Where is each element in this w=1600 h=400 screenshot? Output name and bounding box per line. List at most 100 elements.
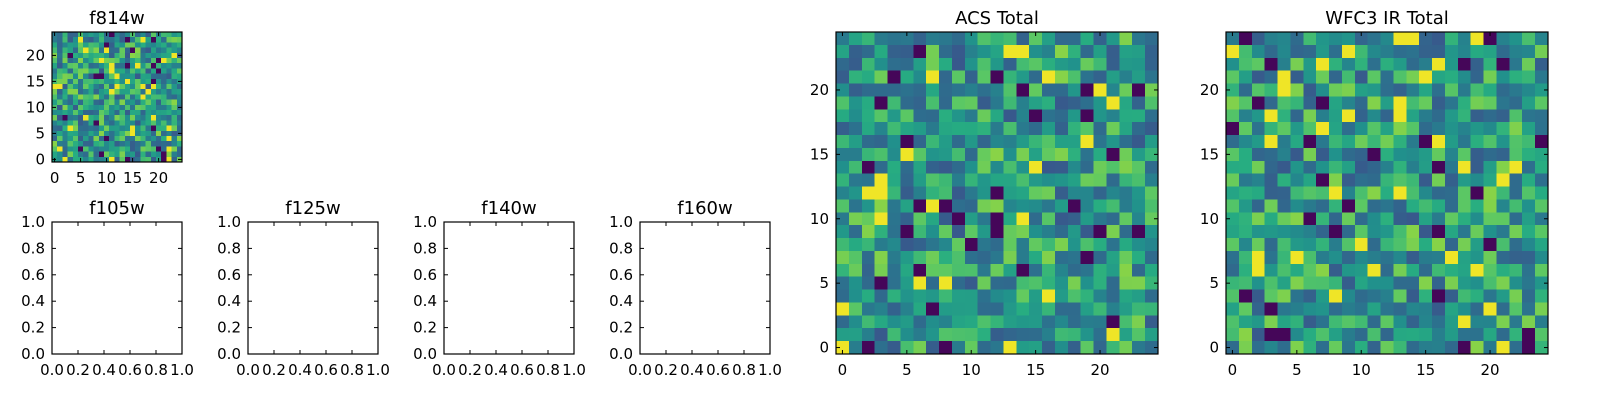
heatmap-cell bbox=[135, 110, 141, 116]
heatmap-cell bbox=[900, 44, 914, 59]
heatmap-cell bbox=[72, 42, 79, 49]
heatmap-cell bbox=[1080, 173, 1095, 188]
heatmap-cell bbox=[874, 122, 889, 136]
heatmap-cell bbox=[887, 238, 901, 252]
heatmap-cell bbox=[98, 42, 105, 49]
heatmap-cell bbox=[124, 78, 131, 85]
heatmap-cell bbox=[109, 73, 115, 80]
heatmap-cell bbox=[951, 96, 966, 110]
heatmap-cell bbox=[1080, 328, 1095, 342]
heatmap-cell bbox=[874, 147, 889, 162]
heatmap-cell bbox=[135, 32, 141, 38]
heatmap-cell bbox=[1042, 122, 1056, 136]
heatmap-cell bbox=[900, 328, 914, 342]
heatmap-cell bbox=[990, 250, 1005, 265]
heatmap-cell bbox=[1277, 199, 1291, 213]
heatmap-cell bbox=[1080, 315, 1095, 329]
heatmap-cell bbox=[1329, 276, 1343, 291]
heatmap-cell bbox=[1042, 328, 1056, 342]
heatmap-cell bbox=[1329, 328, 1343, 342]
heatmap-cell bbox=[951, 289, 966, 304]
heatmap-cell bbox=[1016, 276, 1030, 291]
heatmap-cell bbox=[130, 47, 136, 54]
x-tick-label: 1.0 bbox=[366, 361, 390, 379]
heatmap-cell bbox=[83, 37, 89, 43]
heatmap-cell bbox=[1509, 212, 1523, 226]
heatmap-cell bbox=[1132, 173, 1146, 188]
heatmap-cell bbox=[913, 289, 927, 304]
heatmap-cell bbox=[1393, 212, 1407, 226]
heatmap-cell bbox=[88, 68, 95, 75]
heatmap-cell bbox=[887, 225, 901, 239]
heatmap-cell bbox=[1457, 160, 1472, 175]
heatmap-cell bbox=[1042, 32, 1056, 46]
heatmap-cell bbox=[67, 68, 74, 75]
heatmap-cell bbox=[964, 238, 979, 252]
heatmap-cell bbox=[161, 68, 167, 75]
heatmap-cell bbox=[1264, 238, 1279, 252]
heatmap-cell bbox=[1238, 173, 1253, 188]
heatmap-cell bbox=[161, 110, 167, 116]
heatmap-cell bbox=[990, 289, 1005, 304]
heatmap-cell bbox=[964, 302, 979, 316]
heatmap-cell bbox=[150, 42, 157, 49]
heatmap-cell bbox=[161, 73, 167, 80]
heatmap-cell bbox=[78, 89, 84, 95]
heatmap-cell bbox=[124, 73, 131, 80]
heatmap-cell bbox=[1226, 44, 1240, 59]
heatmap-cell bbox=[130, 120, 136, 127]
heatmap-cell bbox=[913, 32, 927, 46]
heatmap-cell bbox=[1067, 341, 1082, 355]
heatmap-cell bbox=[1238, 276, 1253, 291]
heatmap-cell bbox=[57, 120, 63, 127]
heatmap-cell bbox=[1029, 250, 1043, 265]
heatmap-cell bbox=[67, 73, 74, 80]
heatmap-cell bbox=[135, 84, 141, 90]
heatmap-cell bbox=[913, 263, 927, 278]
heatmap-cell bbox=[109, 63, 115, 69]
heatmap-cell bbox=[52, 47, 58, 54]
heatmap-cell bbox=[1290, 328, 1304, 342]
heatmap-cell bbox=[848, 302, 863, 316]
heatmap-cell bbox=[1080, 122, 1095, 136]
heatmap-cell bbox=[1341, 225, 1356, 239]
heatmap-cell bbox=[1483, 109, 1498, 123]
heatmap-cell bbox=[951, 83, 966, 97]
heatmap-cell bbox=[166, 136, 173, 142]
heatmap-cell bbox=[1277, 173, 1291, 188]
heatmap-cell bbox=[1054, 122, 1069, 136]
heatmap-cell bbox=[109, 89, 115, 95]
heatmap-cell bbox=[1277, 276, 1291, 291]
heatmap-cell bbox=[1354, 160, 1369, 175]
heatmap-cell bbox=[145, 146, 152, 153]
heatmap-cell bbox=[1341, 147, 1356, 162]
heatmap-cell bbox=[1277, 263, 1291, 278]
heatmap-cell bbox=[88, 47, 95, 54]
heatmap-cell bbox=[171, 130, 178, 137]
x-tick-label: 1.0 bbox=[170, 361, 194, 379]
heatmap-cell bbox=[1522, 225, 1536, 239]
heatmap-cell bbox=[98, 63, 105, 69]
heatmap-cell bbox=[114, 141, 121, 147]
heatmap-cell bbox=[1016, 250, 1030, 265]
heatmap-cell bbox=[1132, 135, 1146, 149]
heatmap-cell bbox=[57, 32, 63, 38]
heatmap-cell bbox=[939, 160, 953, 175]
heatmap-cell bbox=[1303, 83, 1317, 97]
heatmap-cell bbox=[1341, 315, 1356, 329]
heatmap-cell bbox=[1132, 44, 1146, 59]
heatmap-cell bbox=[1522, 44, 1536, 59]
heatmap-cell bbox=[1226, 109, 1240, 123]
y-tick-label: 15 bbox=[810, 145, 829, 163]
heatmap-cell bbox=[1444, 57, 1459, 72]
heatmap-cell bbox=[1432, 238, 1446, 252]
y-tick-label: 0.0 bbox=[609, 345, 633, 363]
heatmap-cell bbox=[874, 238, 889, 252]
heatmap-cell bbox=[1226, 315, 1240, 329]
heatmap-cell bbox=[874, 70, 889, 85]
heatmap-cell bbox=[104, 94, 110, 101]
heatmap-cell bbox=[1380, 96, 1395, 110]
heatmap-cell bbox=[926, 83, 940, 97]
heatmap-cell bbox=[1354, 173, 1369, 188]
heatmap-cell bbox=[161, 125, 167, 132]
